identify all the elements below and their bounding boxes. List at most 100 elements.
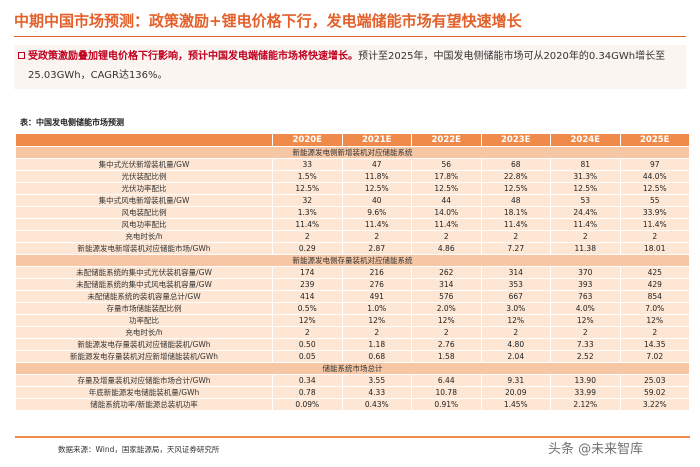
data-row: 未配储能系统的集中式光伏装机容量/GW 174 216 262 314 370 425 (15, 266, 690, 279)
cell: 4.80 (480, 338, 551, 351)
data-row: 充电时长/h 2 2 2 2 2 2 (15, 230, 690, 243)
summary-highlight: 受政策激励叠加锂电价格下行影响，预计中国发电端储能市场将快速增长。 (28, 51, 358, 62)
cell: 11.38 (550, 242, 621, 255)
cell: 7.02 (619, 350, 690, 363)
data-row: 功率配比 12% 12% 12% 12% 12% 12% (15, 314, 690, 327)
row-label: 充电时长/h (15, 326, 273, 339)
cell: 12.5% (619, 182, 690, 195)
cell: 576 (411, 290, 482, 303)
cell: 53 (550, 194, 621, 207)
cell: 7.0% (619, 302, 690, 315)
cell: 14.35 (619, 338, 690, 351)
cell: 1.45% (480, 398, 551, 411)
cell: 22.8% (480, 170, 551, 183)
cell: 429 (619, 278, 690, 291)
cell: 12% (480, 314, 551, 327)
cell: 2 (411, 230, 482, 243)
cell: 0.91% (411, 398, 482, 411)
column-header: 2024E (550, 133, 621, 147)
cell: 12% (411, 314, 482, 327)
data-row: 年底新能源发电储能装机量/GWh 0.78 4.33 10.78 20.09 33.99 5… (15, 386, 690, 399)
forecast-table: 2020E 2021E 2022E 2023E 2024E 2025E 新能源发电侧新增装机… (15, 133, 690, 411)
table-caption: 表：中国发电侧储能市场预测 (20, 118, 124, 127)
row-label: 年底新能源发电储能装机量/GWh (15, 386, 273, 399)
cell: 2 (341, 230, 412, 243)
row-label: 风电装配比例 (15, 206, 273, 219)
cell: 2 (411, 326, 482, 339)
cell: 276 (341, 278, 412, 291)
section-title: 新能源发电侧新增装机对应储能系统 (15, 146, 690, 159)
cell: 3.55 (341, 374, 412, 387)
source: 数据来源：Wind，国家能源局，天风证券研究所 (58, 445, 220, 454)
cell: 1.3% (272, 206, 343, 219)
cell: 44 (411, 194, 482, 207)
row-label: 集中式风电新增装机量/GW (15, 194, 273, 207)
row-label: 存量及增量装机对应储能市场合计/GWh (15, 374, 273, 387)
data-row: 风电功率配比 11.4% 11.4% 11.4% 11.4% 11.4% 11.4% (15, 218, 690, 231)
data-row: 充电时长/h 2 2 2 2 2 2 (15, 326, 690, 339)
cell: 1.18 (341, 338, 412, 351)
row-label: 新能源发电存量装机对应储能装机/GWh (15, 338, 273, 351)
cell: 33 (272, 158, 343, 171)
cell: 12% (341, 314, 412, 327)
cell: 44.0% (619, 170, 690, 183)
row-label: 光伏装配比例 (15, 170, 273, 183)
cell: 7.33 (550, 338, 621, 351)
cell: 2.04 (480, 350, 551, 363)
cell: 81 (550, 158, 621, 171)
cell: 47 (341, 158, 412, 171)
row-label: 存量市场储能装配比例 (15, 302, 273, 315)
data-row: 存量市场储能装配比例 0.5% 1.0% 2.0% 3.0% 4.0% 7.0% (15, 302, 690, 315)
cell: 56 (411, 158, 482, 171)
cell: 33.9% (619, 206, 690, 219)
cell: 2.52 (550, 350, 621, 363)
cell: 12% (272, 314, 343, 327)
data-row: 未配储能系统的装机容量总计/GW 414 491 576 667 763 854 (15, 290, 690, 303)
cell: 11.4% (550, 218, 621, 231)
cell: 0.50 (272, 338, 343, 351)
cell: 0.43% (341, 398, 412, 411)
cell: 1.58 (411, 350, 482, 363)
cell: 0.5% (272, 302, 343, 315)
cell: 0.34 (272, 374, 343, 387)
cell: 2 (619, 230, 690, 243)
cell: 353 (480, 278, 551, 291)
cell: 12.5% (480, 182, 551, 195)
cell: 4.0% (550, 302, 621, 315)
cell: 32 (272, 194, 343, 207)
column-header: 2021E (341, 133, 412, 147)
cell: 7.27 (480, 242, 551, 255)
watermark: 头条 @未来智库 (548, 442, 644, 457)
cell: 314 (411, 278, 482, 291)
data-row: 光伏装配比例 1.5% 11.8% 17.8% 22.8% 31.3% 44.0% (15, 170, 690, 183)
cell: 31.3% (550, 170, 621, 183)
cell: 12.5% (272, 182, 343, 195)
section-row: 新能源发电侧存量装机对应储能系统 (15, 254, 690, 267)
cell: 763 (550, 290, 621, 303)
data-row: 新能源发电存量装机对应新增储能装机/GWh 0.05 0.68 1.58 2.04 2.5… (15, 350, 690, 363)
cell: 2 (550, 326, 621, 339)
row-label: 光伏功率配比 (15, 182, 273, 195)
cell: 11.8% (341, 170, 412, 183)
cell: 59.02 (619, 386, 690, 399)
data-row: 未配储能系统的集中式风电装机容量/GW 239 276 314 353 393 429 (15, 278, 690, 291)
cell: 414 (272, 290, 343, 303)
cell: 262 (411, 266, 482, 279)
data-row: 新能源发电存量装机对应储能装机/GWh 0.50 1.18 2.76 4.80 7.33 1… (15, 338, 690, 351)
row-label: 新能源发电新增装机对应储能市场/GWh (15, 242, 273, 255)
data-row: 风电装配比例 1.3% 9.6% 14.0% 18.1% 24.4% 33.9% (15, 206, 690, 219)
column-header: 2022E (411, 133, 482, 147)
cell: 24.4% (550, 206, 621, 219)
row-label: 风电功率配比 (15, 218, 273, 231)
cell: 667 (480, 290, 551, 303)
cell: 12.5% (341, 182, 412, 195)
cell: 4.86 (411, 242, 482, 255)
summary-text: 预计至2025年，中国发电侧储能市场可从2020年的0.34GWh增长至25.0… (28, 51, 666, 81)
cell: 12% (619, 314, 690, 327)
cell: 18.1% (480, 206, 551, 219)
cell: 216 (341, 266, 412, 279)
cell: 25.03 (619, 374, 690, 387)
cell: 425 (619, 266, 690, 279)
cell: 3.22% (619, 398, 690, 411)
cell: 2 (272, 326, 343, 339)
